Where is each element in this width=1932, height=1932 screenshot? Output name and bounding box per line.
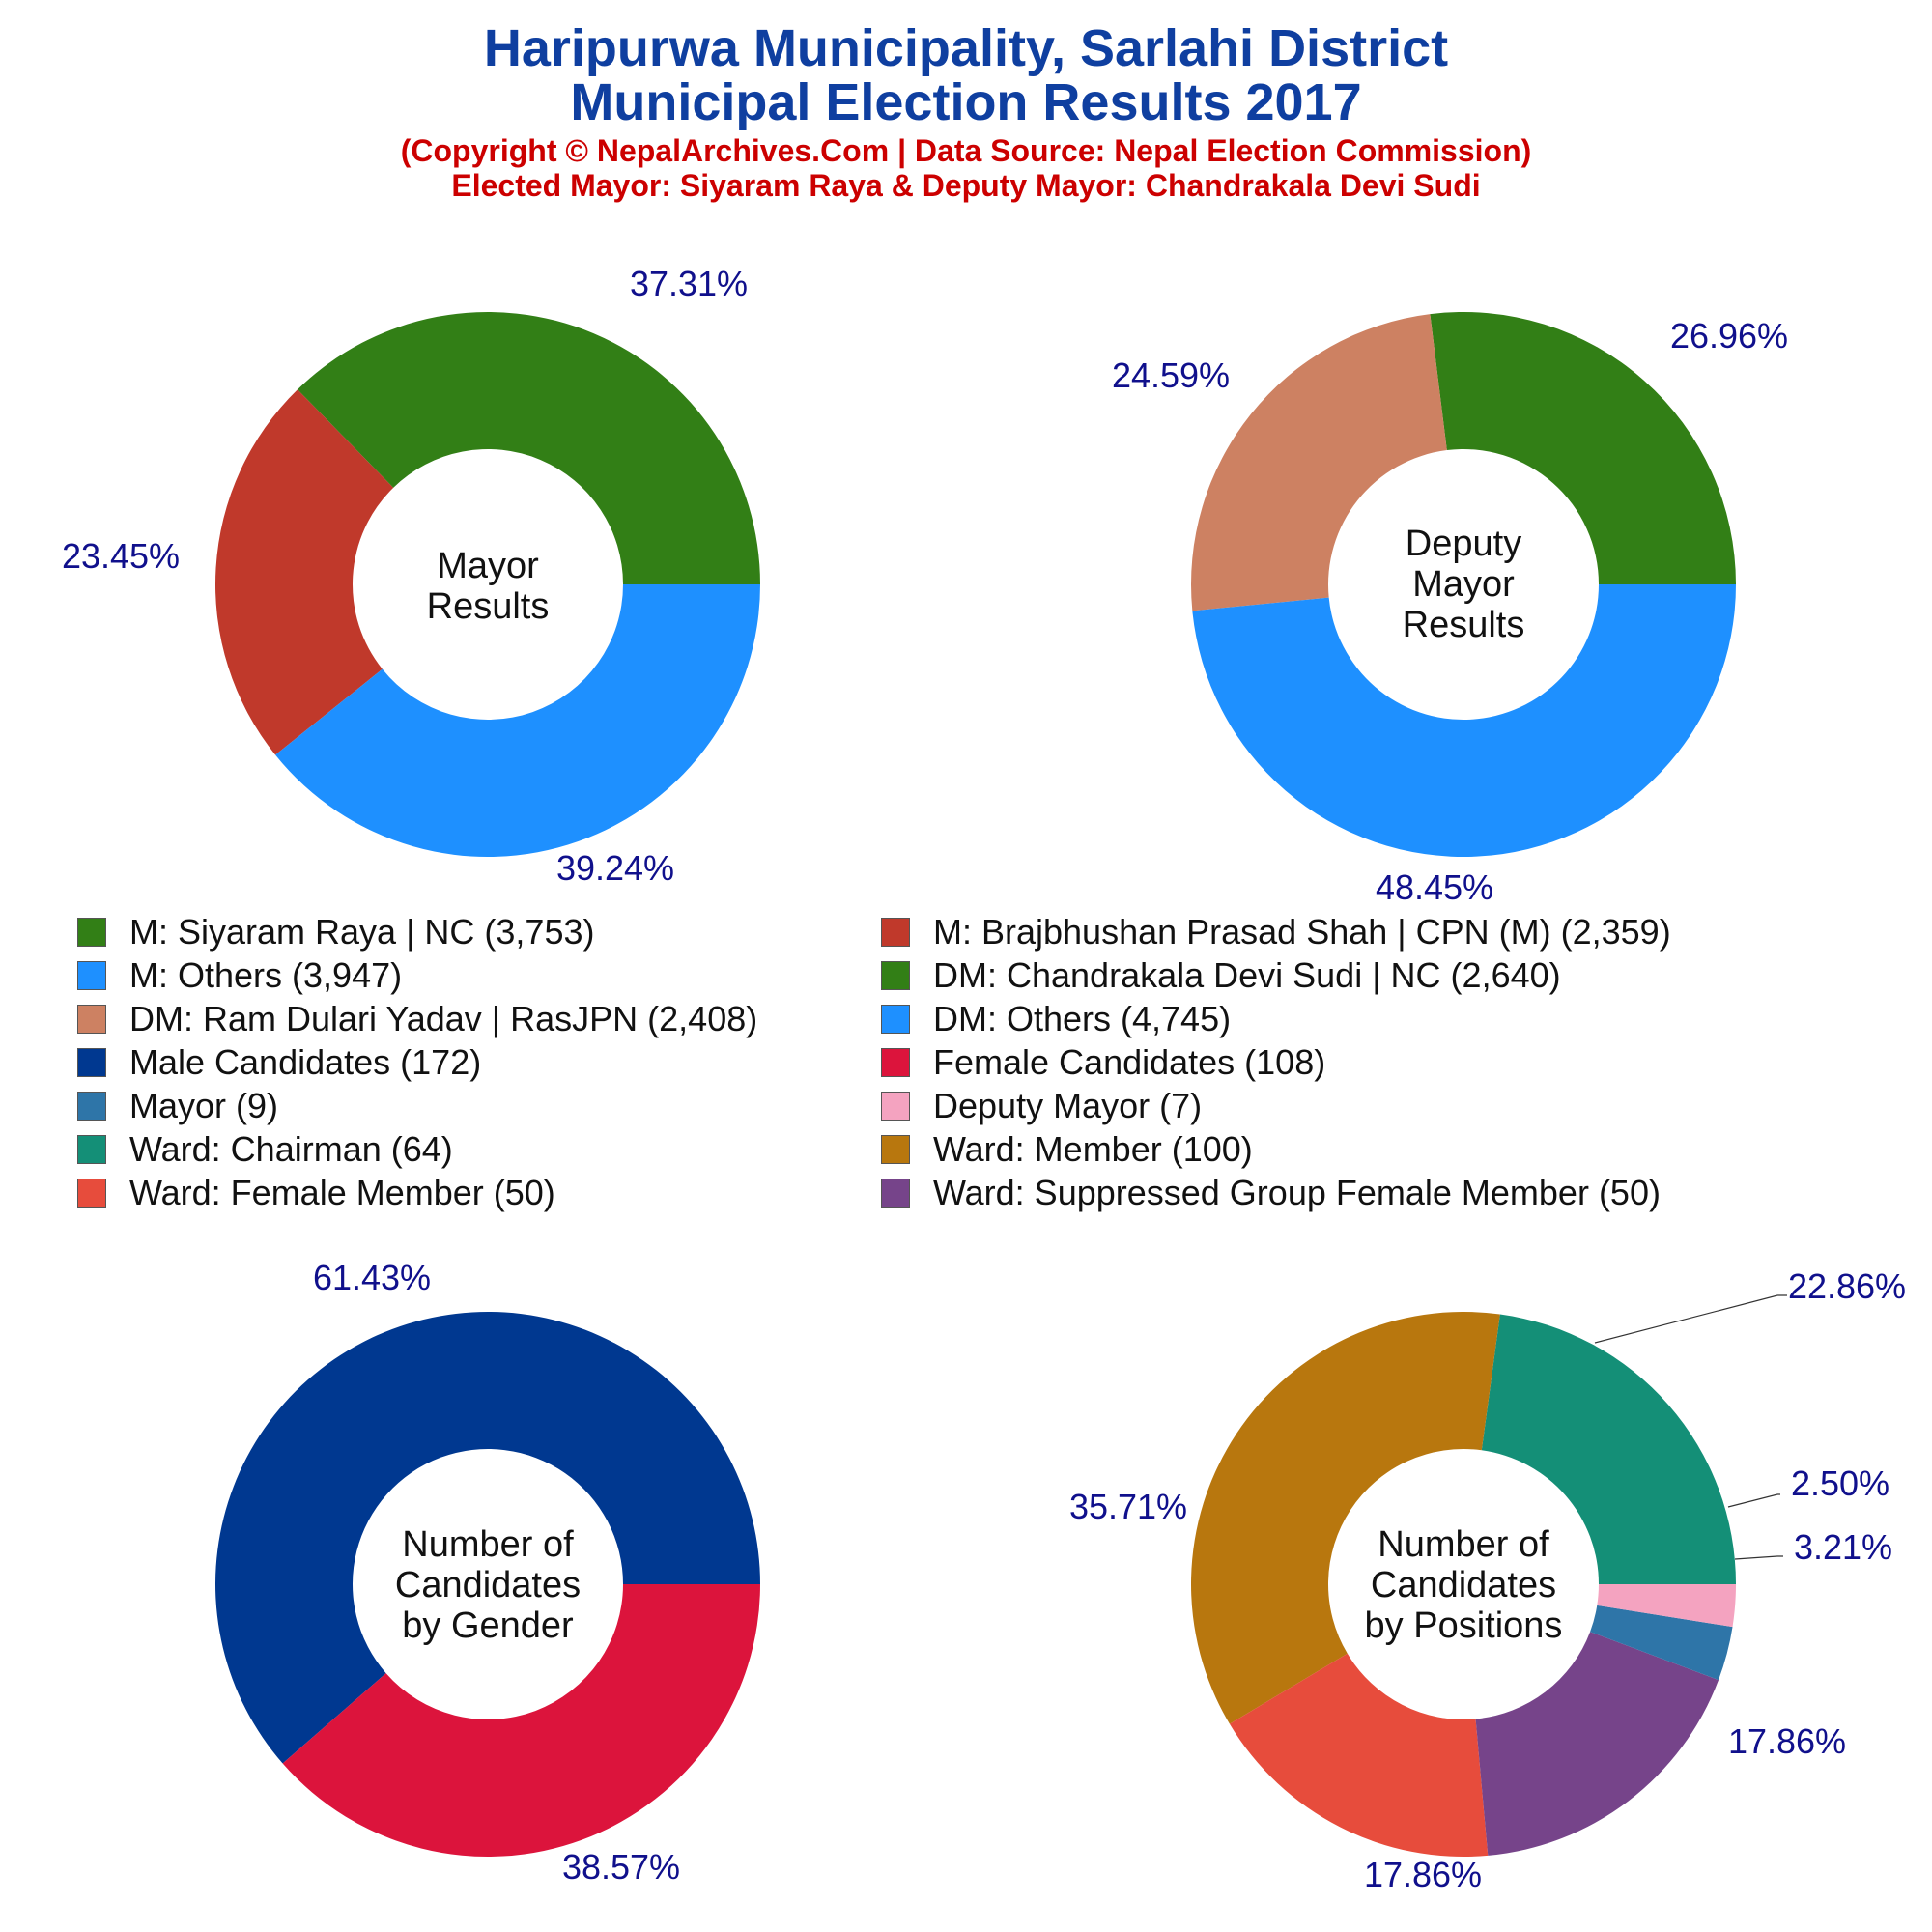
donut-center-label: Results	[1403, 605, 1525, 645]
percent-label: 38.57%	[562, 1847, 680, 1887]
legend-swatch	[77, 1135, 106, 1164]
chart-header: Haripurwa Municipality, Sarlahi District…	[0, 21, 1932, 203]
legend-item: M: Brajbhushan Prasad Shah | CPN (M) (2,…	[881, 912, 1671, 952]
legend-label: Ward: Member (100)	[933, 1129, 1253, 1169]
donut-center-label: Results	[427, 586, 550, 627]
percent-label: 17.86%	[1728, 1721, 1846, 1761]
donut-center-label: Mayor	[437, 546, 539, 586]
percent-label: 61.43%	[313, 1258, 431, 1297]
chart-subtitle-line-2: Elected Mayor: Siyaram Raya & Deputy May…	[451, 168, 1481, 203]
percent-label: 35.71%	[1069, 1487, 1187, 1526]
donut-slice-ward-female-member	[1229, 1653, 1489, 1857]
donut-center-label: Number of	[402, 1524, 574, 1565]
legend-item: Ward: Chairman (64)	[77, 1129, 453, 1169]
legend-item: Female Candidates (108)	[881, 1042, 1326, 1082]
percent-label: 2.50%	[1791, 1463, 1889, 1503]
legend-label: Mayor (9)	[129, 1086, 279, 1125]
legend-item: M: Others (3,947)	[77, 955, 403, 995]
percent-label: 26.96%	[1670, 316, 1788, 355]
legend-item: Mayor (9)	[77, 1086, 279, 1125]
percent-label: 24.59%	[1112, 355, 1230, 395]
donut-slice-female-candidates	[282, 1584, 760, 1857]
chart-title-line-2: Municipal Election Results 2017	[570, 73, 1362, 131]
legend-item: Deputy Mayor (7)	[881, 1086, 1203, 1125]
chart-legend: M: Siyaram Raya | NC (3,753) M: Brajbhush…	[0, 912, 1932, 1232]
donut-slice-mayor	[1590, 1605, 1733, 1681]
donut-slice-m-brajbhushan-prasad-shah-cpn-m	[215, 389, 394, 755]
legend-item: DM: Others (4,745)	[881, 999, 1232, 1038]
legend-swatch	[77, 918, 106, 947]
percent-label: 23.45%	[62, 536, 180, 576]
legend-item: DM: Ram Dulari Yadav | RasJPN (2,408)	[77, 999, 758, 1038]
donut-slice-m-others	[275, 584, 760, 857]
legend-swatch	[881, 918, 910, 947]
legend-swatch	[881, 961, 910, 990]
legend-item: M: Siyaram Raya | NC (3,753)	[77, 912, 595, 952]
legend-swatch	[881, 1179, 910, 1208]
legend-label: Deputy Mayor (7)	[933, 1086, 1203, 1125]
percent-label: 22.86%	[1788, 1266, 1906, 1306]
legend-item: Ward: Female Member (50)	[77, 1173, 555, 1212]
donut-center-label: Mayor	[1412, 564, 1515, 605]
legend-label: M: Siyaram Raya | NC (3,753)	[129, 912, 595, 952]
legend-item: DM: Chandrakala Devi Sudi | NC (2,640)	[881, 955, 1561, 995]
donut-slice-deputy-mayor	[1597, 1584, 1736, 1628]
legend-swatch	[881, 1092, 910, 1121]
donut-center-label: by Positions	[1365, 1605, 1563, 1646]
legend-label: Male Candidates (172)	[129, 1042, 482, 1082]
legend-label: Ward: Female Member (50)	[129, 1173, 555, 1212]
percent-label: 3.21%	[1794, 1527, 1892, 1567]
donut-slice-dm-chandrakala-devi-sudi-nc	[1430, 312, 1736, 584]
donut-center-label: by Gender	[402, 1605, 574, 1646]
legend-swatch	[77, 961, 106, 990]
legend-swatch	[881, 1048, 910, 1077]
donut-center-label: Number of	[1378, 1524, 1549, 1565]
legend-item: Male Candidates (172)	[77, 1042, 482, 1082]
legend-label: DM: Ram Dulari Yadav | RasJPN (2,408)	[129, 999, 758, 1038]
legend-label: M: Brajbhushan Prasad Shah | CPN (M) (2,…	[933, 912, 1671, 952]
legend-swatch	[77, 1048, 106, 1077]
legend-swatch	[881, 1005, 910, 1034]
donut-slice-male-candidates	[214, 1311, 760, 1764]
legend-label: Ward: Chairman (64)	[129, 1129, 453, 1169]
legend-swatch	[881, 1135, 910, 1164]
legend-swatch	[77, 1092, 106, 1121]
donut-slice-ward-chairman	[1481, 1314, 1736, 1584]
legend-swatch	[77, 1179, 106, 1208]
donut-chart-4: 22.86% 35.71% 17.86% 17.86% 3.21% 2.50% Number…	[1069, 1266, 1906, 1894]
percent-label: 39.24%	[556, 848, 674, 888]
legend-item: Ward: Member (100)	[881, 1129, 1253, 1169]
percent-label: 17.86%	[1364, 1855, 1482, 1894]
leader-line	[1727, 1493, 1780, 1508]
donut-slice-dm-others	[1192, 584, 1736, 857]
legend-label: DM: Others (4,745)	[933, 999, 1232, 1038]
legend-label: DM: Chandrakala Devi Sudi | NC (2,640)	[933, 955, 1561, 995]
donut-center-label: Candidates	[1371, 1565, 1556, 1605]
legend-label: M: Others (3,947)	[129, 955, 403, 995]
percent-label: 48.45%	[1376, 867, 1493, 907]
donut-slice-ward-member	[1191, 1312, 1500, 1724]
donut-center-label: Candidates	[395, 1565, 581, 1605]
percent-label: 37.31%	[630, 264, 748, 303]
leader-line	[1734, 1555, 1783, 1560]
leader-line	[1594, 1294, 1787, 1344]
legend-item: Ward: Suppressed Group Female Member (50…	[881, 1173, 1661, 1212]
donut-slice-m-siyaram-raya-nc	[297, 312, 760, 584]
legend-label: Ward: Suppressed Group Female Member (50…	[933, 1173, 1661, 1212]
chart-title-line-1: Haripurwa Municipality, Sarlahi District	[483, 19, 1449, 77]
donut-center-label: Deputy	[1406, 524, 1521, 564]
donut-slice-dm-ram-dulari-yadav-rasjpn	[1191, 314, 1447, 611]
legend-label: Female Candidates (108)	[933, 1042, 1326, 1082]
legend-swatch	[77, 1005, 106, 1034]
chart-subtitle-line-1: (Copyright © NepalArchives.Com | Data So…	[400, 133, 1532, 168]
donut-slice-ward-suppressed-group-female-member	[1475, 1632, 1719, 1856]
